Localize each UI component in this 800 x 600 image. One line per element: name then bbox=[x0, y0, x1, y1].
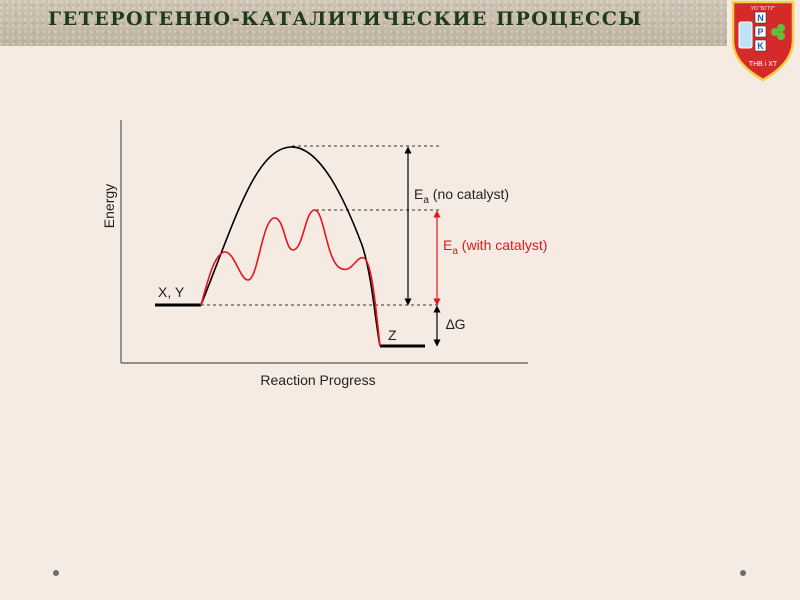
logo-bottom-text: ТНВ і ХТ bbox=[749, 60, 778, 68]
reactants-label: X, Y bbox=[158, 284, 185, 300]
page-title: ГЕТЕРОГЕННО-КАТАЛИТИЧЕСКИЕ ПРОЦЕССЫ bbox=[48, 8, 643, 30]
delta-g-label: ∆G bbox=[446, 316, 465, 332]
logo-letter-n: N bbox=[757, 13, 764, 23]
logo-top-text: УО "БГТУ" bbox=[751, 6, 775, 12]
ea-no-catalyst-label: Ea (no catalyst) bbox=[414, 186, 509, 206]
logo-letter-k: K bbox=[757, 41, 764, 51]
catalyzed-curve bbox=[200, 209, 381, 347]
next-slide-dot-icon[interactable] bbox=[740, 570, 746, 576]
x-axis-label: Reaction Progress bbox=[260, 372, 375, 388]
product-label: Z bbox=[388, 327, 397, 343]
y-axis-label: Energy bbox=[101, 184, 117, 228]
header-band bbox=[0, 0, 727, 46]
university-logo: УО "БГТУ" N P K ТНВ і ХТ bbox=[731, 0, 795, 82]
prev-slide-dot-icon[interactable] bbox=[53, 570, 59, 576]
uncatalyzed-curve bbox=[200, 146, 381, 347]
ea-with-catalyst-label: Ea (with catalyst) bbox=[443, 237, 547, 257]
logo-letter-p: P bbox=[757, 27, 763, 37]
